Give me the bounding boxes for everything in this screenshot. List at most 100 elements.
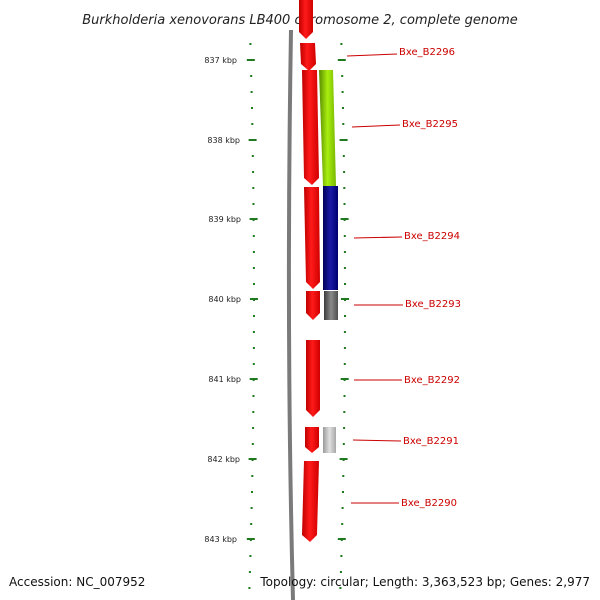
scale-minor-tick (249, 555, 252, 557)
chromosome-backbone (286, 29, 295, 600)
scale-major-tick (337, 538, 346, 540)
scale-minor-tick (252, 203, 255, 205)
cog-box-dark-gray (324, 291, 338, 320)
gene-arrow-bxe-b2295 (302, 70, 319, 185)
scale-labels: 837 kbp 838 kbp 839 kbp 840 kbp 841 kbp … (204, 56, 241, 544)
cog-box-light-gray (323, 427, 336, 453)
scale-minor-tick (252, 411, 255, 413)
scale-minor-tick (250, 91, 253, 93)
kbp-label-840: 840 kbp (208, 295, 241, 304)
scale-minor-tick (252, 267, 255, 269)
scale-major-tick (246, 538, 255, 540)
scale-minor-tick (252, 235, 255, 237)
scale-minor-tick (248, 571, 251, 573)
scale-minor-tick (253, 283, 255, 285)
gene-label-leaders (346, 53, 403, 504)
scale-major-tick (340, 218, 349, 220)
scale-minor-tick (343, 171, 346, 173)
scale-minor-tick (340, 43, 343, 45)
scale-minor-tick (342, 107, 344, 109)
cog-box-green (319, 70, 336, 186)
gene-label-bxe-b2292[interactable]: Bxe_B2292 (404, 375, 460, 386)
scale-minor-tick (343, 203, 346, 205)
scale-minor-tick (248, 587, 251, 589)
kbp-label-839: 839 kbp (208, 215, 241, 224)
scale-minor-tick (343, 395, 346, 397)
scale-minor-tick (343, 363, 346, 365)
gene-arrow-bxe-b2296 (300, 43, 316, 71)
scale-minor-tick (341, 507, 344, 509)
scale-minor-tick (250, 507, 253, 509)
scale-minor-tick (251, 107, 253, 109)
scale-major-tick (337, 59, 346, 61)
forward-strand-genes (299, 0, 320, 542)
scale-minor-tick (342, 475, 345, 477)
topology-summary: Topology: circular; Length: 3,363,523 bp… (259, 575, 590, 589)
kbp-label-842: 842 kbp (207, 455, 240, 464)
scale-minor-tick (342, 491, 344, 493)
scale-minor-tick (340, 555, 343, 557)
scale-major-ticks (246, 59, 349, 540)
gene-arrow-bxe-b2290 (302, 461, 319, 542)
scale-minor-tick (341, 523, 344, 525)
leader-bxe-b2291 (352, 439, 402, 442)
leader-bxe-b2295 (351, 124, 401, 128)
scale-minor-tick (253, 315, 255, 317)
scale-minor-tick (252, 187, 255, 189)
kbp-label-837: 837 kbp (204, 56, 237, 65)
scale-minor-tick (343, 235, 346, 237)
leader-bxe-b2294 (353, 236, 403, 239)
gene-arrow-bxe-b2294 (304, 187, 320, 289)
scale-major-tick (248, 458, 257, 460)
scale-major-tick (248, 139, 257, 141)
scale-minor-tick (343, 427, 346, 429)
scale-major-tick (246, 59, 255, 61)
scale-minor-tick (344, 283, 346, 285)
kbp-label-841: 841 kbp (208, 375, 241, 384)
leader-bxe-b2296 (346, 53, 398, 57)
gene-label-bxe-b2295[interactable]: Bxe_B2295 (402, 119, 458, 130)
cog-category-track (319, 70, 338, 453)
scale-minor-tick (252, 427, 255, 429)
gene-arrow-bxe-b2291 (305, 427, 319, 453)
gene-arrow-top-partial (299, 0, 313, 39)
scale-minor-tick (343, 411, 346, 413)
cog-box-blue (323, 186, 338, 290)
scale-minor-tick (251, 491, 253, 493)
scale-minor-tick (341, 75, 344, 77)
scale-minor-tick (339, 587, 342, 589)
scale-minor-tick (341, 91, 344, 93)
gene-labels: Bxe_B2296 Bxe_B2295 Bxe_B2294 Bxe_B2293 … (399, 47, 461, 509)
scale-minor-tick (343, 331, 346, 333)
scale-minor-tick (251, 443, 254, 445)
scale-major-tick (250, 298, 258, 300)
scale-minor-tick (250, 523, 253, 525)
scale-major-tick (341, 298, 349, 300)
scale-minor-tick (250, 75, 253, 77)
scale-minor-tick (339, 571, 342, 573)
gene-label-bxe-b2291[interactable]: Bxe_B2291 (403, 436, 459, 447)
scale-minor-tick (251, 123, 254, 125)
gene-label-bxe-b2296[interactable]: Bxe_B2296 (399, 47, 455, 58)
kbp-label-843: 843 kbp (204, 535, 237, 544)
scale-minor-tick (342, 155, 345, 157)
scale-minor-tick (343, 267, 346, 269)
accession-text: Accession: NC_007952 (9, 575, 145, 589)
scale-minor-tick (343, 347, 346, 349)
scale-minor-tick (252, 347, 255, 349)
kbp-label-838: 838 kbp (207, 136, 240, 145)
scale-minor-tick (343, 187, 346, 189)
scale-minor-tick (343, 251, 346, 253)
gene-arrow-bxe-b2292 (306, 340, 320, 417)
scale-minor-tick (251, 155, 254, 157)
scale-minor-tick (252, 395, 255, 397)
gene-label-bxe-b2290[interactable]: Bxe_B2290 (401, 498, 457, 509)
gene-label-bxe-b2294[interactable]: Bxe_B2294 (404, 231, 460, 242)
scale-minor-tick (342, 123, 345, 125)
scale-minor-tick (252, 363, 255, 365)
scale-major-tick (340, 378, 349, 380)
scale-minor-tick (249, 43, 252, 45)
scale-minor-tick (251, 475, 254, 477)
gene-label-bxe-b2293[interactable]: Bxe_B2293 (405, 299, 461, 310)
